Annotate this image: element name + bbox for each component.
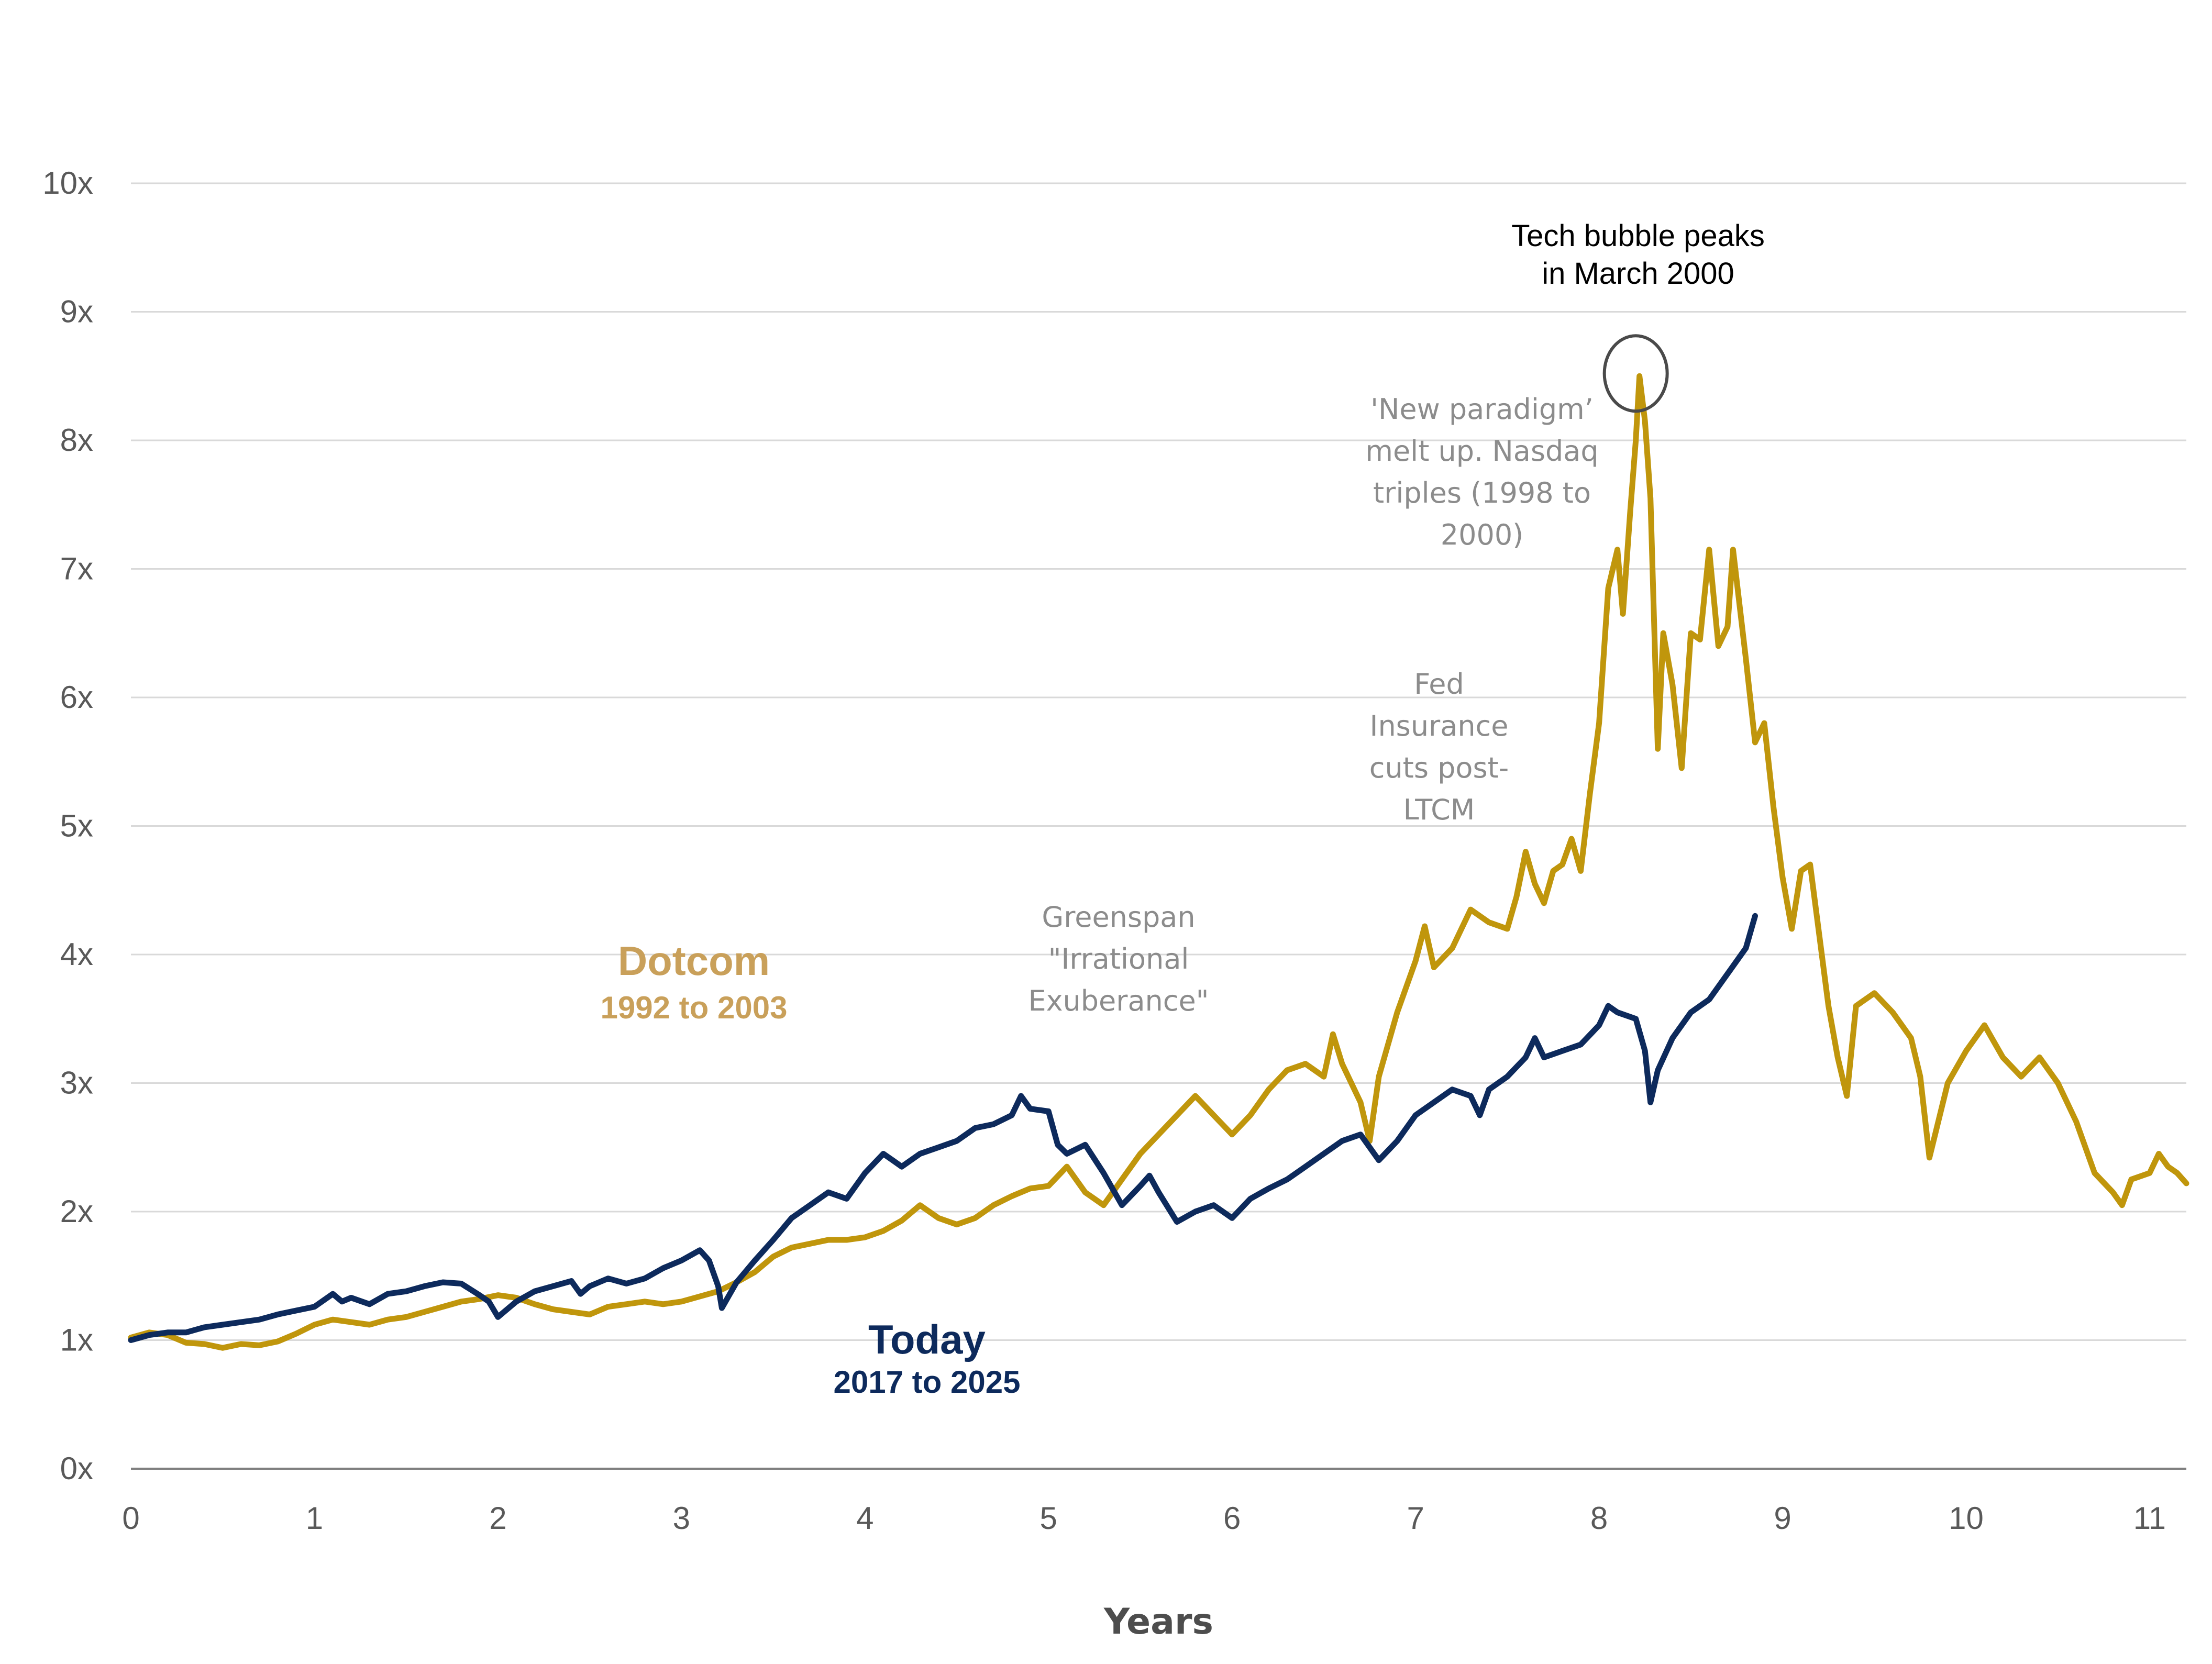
y-tick-label: 0x	[60, 1451, 93, 1486]
x-tick-label: 6	[1223, 1501, 1241, 1536]
y-tick-label: 6x	[60, 680, 93, 715]
series-lines	[128, 373, 2189, 1351]
annotation-line: Insurance	[1370, 709, 1509, 742]
x-tick-label: 8	[1590, 1501, 1608, 1536]
annotation-line: triples (1998 to	[1373, 476, 1591, 509]
legend-today-name: Today	[868, 1316, 986, 1362]
x-tick-label: 3	[673, 1501, 690, 1536]
annotation-1: Tech bubble peaks in March 2000	[1511, 219, 1765, 291]
x-tick-label: 1	[306, 1501, 323, 1536]
annotation-line: melt up. Nasdaq	[1365, 435, 1598, 468]
grid-lines	[131, 182, 2186, 1341]
y-tick-label: 4x	[60, 937, 93, 972]
annotation-line: LTCM	[1403, 793, 1475, 826]
x-tick-label: 4	[856, 1501, 873, 1536]
series-line-dotcom	[128, 373, 2189, 1351]
x-tick-label: 10	[1949, 1501, 1984, 1536]
y-tick-label: 10x	[42, 165, 93, 201]
y-tick-label: 5x	[60, 808, 93, 844]
x-axis-label: Years	[1103, 1601, 1213, 1643]
y-tick-label: 8x	[60, 423, 93, 458]
annotation-line: 'New paradigm’	[1370, 393, 1594, 426]
x-tick-label: 5	[1040, 1501, 1057, 1536]
x-tick-label: 11	[2133, 1501, 2166, 1536]
series-line-today	[128, 913, 1758, 1343]
annotation-line: "Irrational	[1048, 942, 1189, 975]
y-tick-label: 7x	[60, 551, 93, 586]
x-tick-label: 9	[1774, 1501, 1791, 1536]
annotation-line: 2000)	[1441, 518, 1524, 551]
legend-dotcom-name: Dotcom	[618, 938, 770, 984]
annotation-line: Greenspan	[1042, 901, 1195, 934]
y-tick-labels: 0x 1x 2x 3x 4x 5x 6x 7x 8x 9x 10x	[42, 165, 93, 1486]
annotation-line: Exuberance"	[1028, 984, 1209, 1017]
x-tick-label: 7	[1407, 1501, 1424, 1536]
annotation-line: Fed	[1414, 668, 1464, 701]
x-tick-label: 0	[122, 1501, 139, 1536]
y-tick-label: 1x	[60, 1323, 93, 1358]
legend-today-period: 2017 to 2025	[834, 1365, 1021, 1400]
y-tick-label: 3x	[60, 1066, 93, 1101]
annotation-3: Fed Insurance cuts post- LTCM	[1369, 668, 1509, 826]
annotation-line: in March 2000	[1542, 257, 1734, 291]
legend-dotcom-period: 1992 to 2003	[601, 990, 788, 1025]
x-tick-label: 2	[489, 1501, 506, 1536]
x-tick-labels: 0 1 2 3 4 5 6 7 8 9 10 11	[122, 1501, 2166, 1536]
annotation-line: Tech bubble peaks	[1511, 219, 1765, 253]
y-tick-label: 9x	[60, 294, 93, 329]
annotation-2: 'New paradigm’ melt up. Nasdaq triples (19…	[1365, 393, 1598, 551]
annotation-4: Greenspan "Irrational Exuberance"	[1028, 901, 1209, 1017]
annotation-line: cuts post-	[1369, 751, 1509, 784]
peak-marker-circle	[1602, 334, 1669, 413]
y-tick-label: 2x	[60, 1194, 93, 1229]
annotations: Tech bubble peaks in March 2000 'New parad…	[1028, 219, 1764, 1017]
